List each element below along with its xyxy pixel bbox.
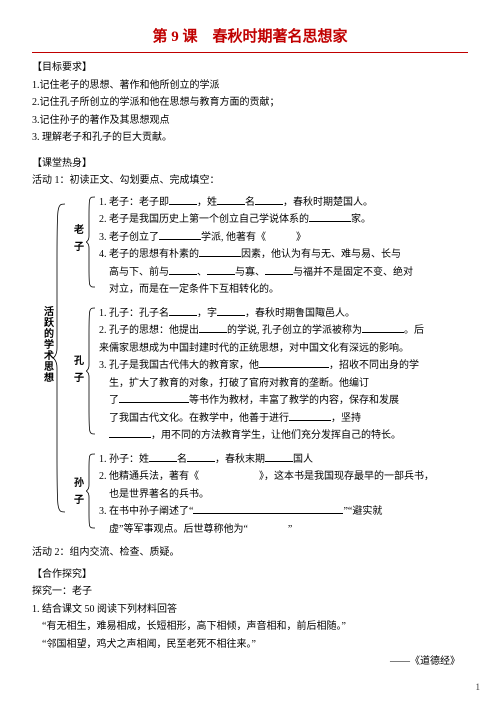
root-brace-icon	[53, 202, 67, 514]
kongzi-block: 孔子 1. 孔子：孔子名，字，春秋时期鲁国陬邑人。 2. 孔子的思想：他提出的学…	[72, 305, 468, 445]
objectives-heading: 【目标要求】	[32, 59, 468, 77]
fill-blank[interactable]	[149, 452, 177, 462]
material-line-2: “邻国相望，鸡犬之声相闻，民至老死不相往来。”	[42, 636, 468, 654]
fill-blank[interactable]	[255, 195, 283, 205]
objective-1: 1.记住老子的思想、著作和他所创立的学派	[32, 77, 468, 95]
activity-1: 活动 1：初读正文、勾划要点、完成填空：	[32, 172, 468, 190]
fill-blank[interactable]	[187, 452, 215, 462]
kongzi-line-2: 2. 孔子的思想：他提出的学说, 孔子创立的学派被称为。后	[99, 322, 468, 340]
objective-4: 3. 理解老子和孔子的巨大贡献。	[32, 129, 468, 147]
material-line-1: “有无相生，难易相成，长短相形，高下相倾，声音相和，前后相随。”	[42, 618, 468, 636]
laozi-line-2: 2. 老子是我国历史上第一个创立自己学说体系的家。	[99, 211, 468, 229]
laozi-line-3: 3. 老子创立了学派, 他著有《 》	[99, 229, 468, 247]
sunzi-line-3b: 虚”等军事观点。后世尊称他为“ ”	[99, 521, 468, 539]
laozi-line-1: 1. 老子：老子即，姓名，春秋时期楚国人。	[99, 194, 468, 212]
sunzi-line-2: 2. 他精通兵法，著有《 》，这本书是我国现存最早的一部兵书，	[99, 468, 468, 486]
fill-blank[interactable]	[169, 195, 197, 205]
kongzi-label: 孔子	[72, 353, 86, 388]
kongzi-brace-icon	[86, 307, 96, 442]
fill-blank[interactable]	[289, 411, 331, 421]
sunzi-label: 孙子	[72, 475, 86, 510]
objective-2: 2.记住孔子所创立的学派和他在思想与教育方面的贡献；	[32, 94, 468, 112]
kongzi-line-3d: 了我国古代文化。在教学中，他善于进行，坚持	[99, 410, 468, 428]
warmup-heading: 【课堂热身】	[32, 155, 468, 173]
explore-topic-1: 探究一：老子	[32, 583, 468, 601]
kongzi-line-3: 3. 孔子是我国古代伟大的教育家，他，招收不同出身的学	[99, 357, 468, 375]
fill-blank[interactable]	[265, 265, 293, 275]
kongzi-line-3e: ，用不同的方法教育学生，让他们充分发挥自己的特长。	[99, 427, 468, 445]
fill-blank[interactable]	[207, 265, 235, 275]
kongzi-line-2b: 来儒家思想成为中国封建时代的正统思想，对中国文化有深远的影响。	[99, 340, 468, 358]
fill-blank[interactable]	[362, 323, 404, 333]
fill-blank[interactable]	[199, 323, 227, 333]
fill-blank[interactable]	[217, 306, 245, 316]
laozi-label: 老子	[72, 222, 86, 257]
kongzi-line-1: 1. 孔子：孔子名，字，春秋时期鲁国陬邑人。	[99, 305, 468, 323]
sunzi-line-3: 3. 在书中孙子阐述了“”“避实就	[99, 503, 468, 521]
laozi-block: 老子 1. 老子：老子即，姓名，春秋时期楚国人。 2. 老子是我国历史上第一个创…	[72, 194, 468, 299]
laozi-brace-icon	[86, 196, 96, 295]
fill-blank[interactable]	[199, 247, 241, 257]
explore-q1: 1. 结合课文 50 阅读下列材料回答	[32, 601, 468, 619]
page-number: 1	[476, 680, 481, 696]
fill-blank[interactable]	[217, 195, 245, 205]
fill-blank[interactable]	[119, 393, 189, 403]
material-citation: ——《道德经》	[32, 653, 460, 671]
kongzi-line-3c: 了等书作为教材，丰富了教学的内容，保存和发展	[99, 392, 468, 410]
fill-blank[interactable]	[193, 504, 343, 514]
kongzi-line-3b: 生，扩大了教育的对象，打破了官府对教育的垄断。他编订	[99, 375, 468, 393]
laozi-line-4b: 高与下、前与、与寡、与福并不是固定不变、绝对	[99, 264, 468, 282]
laozi-line-4c: 对立，而是在一定条件下互相转化的。	[99, 281, 468, 299]
title-underline	[32, 52, 468, 53]
fill-blank[interactable]	[169, 306, 197, 316]
sunzi-line-1: 1. 孙子：姓名，春秋末期国人	[99, 451, 468, 469]
outline-tree: 活跃的学术思想 老子 1. 老子：老子即，姓名，春秋时期楚国人。 2. 老子是我…	[32, 194, 468, 539]
activity-2: 活动 2：组内交流、检查、质疑。	[32, 544, 468, 562]
fill-blank[interactable]	[109, 428, 151, 438]
fill-blank[interactable]	[265, 452, 293, 462]
lesson-title: 第 9 课 春秋时期著名思想家	[32, 24, 468, 50]
sunzi-line-2b: 也是世界著名的兵书。	[99, 486, 468, 504]
sunzi-block: 孙子 1. 孙子：姓名，春秋末期国人 2. 他精通兵法，著有《 》，这本书是我国…	[72, 451, 468, 539]
fill-blank[interactable]	[159, 230, 201, 240]
fill-blank[interactable]	[309, 212, 351, 222]
fill-blank[interactable]	[259, 358, 329, 368]
objective-3: 3.记住孙子的著作及其思想观点	[32, 112, 468, 130]
fill-blank[interactable]	[169, 265, 197, 275]
explore-heading: 【合作探究】	[32, 566, 468, 584]
laozi-line-4: 4. 老子的思想有朴素的因素，他认为有与无、难与易、长与	[99, 246, 468, 264]
sunzi-brace-icon	[86, 453, 96, 536]
